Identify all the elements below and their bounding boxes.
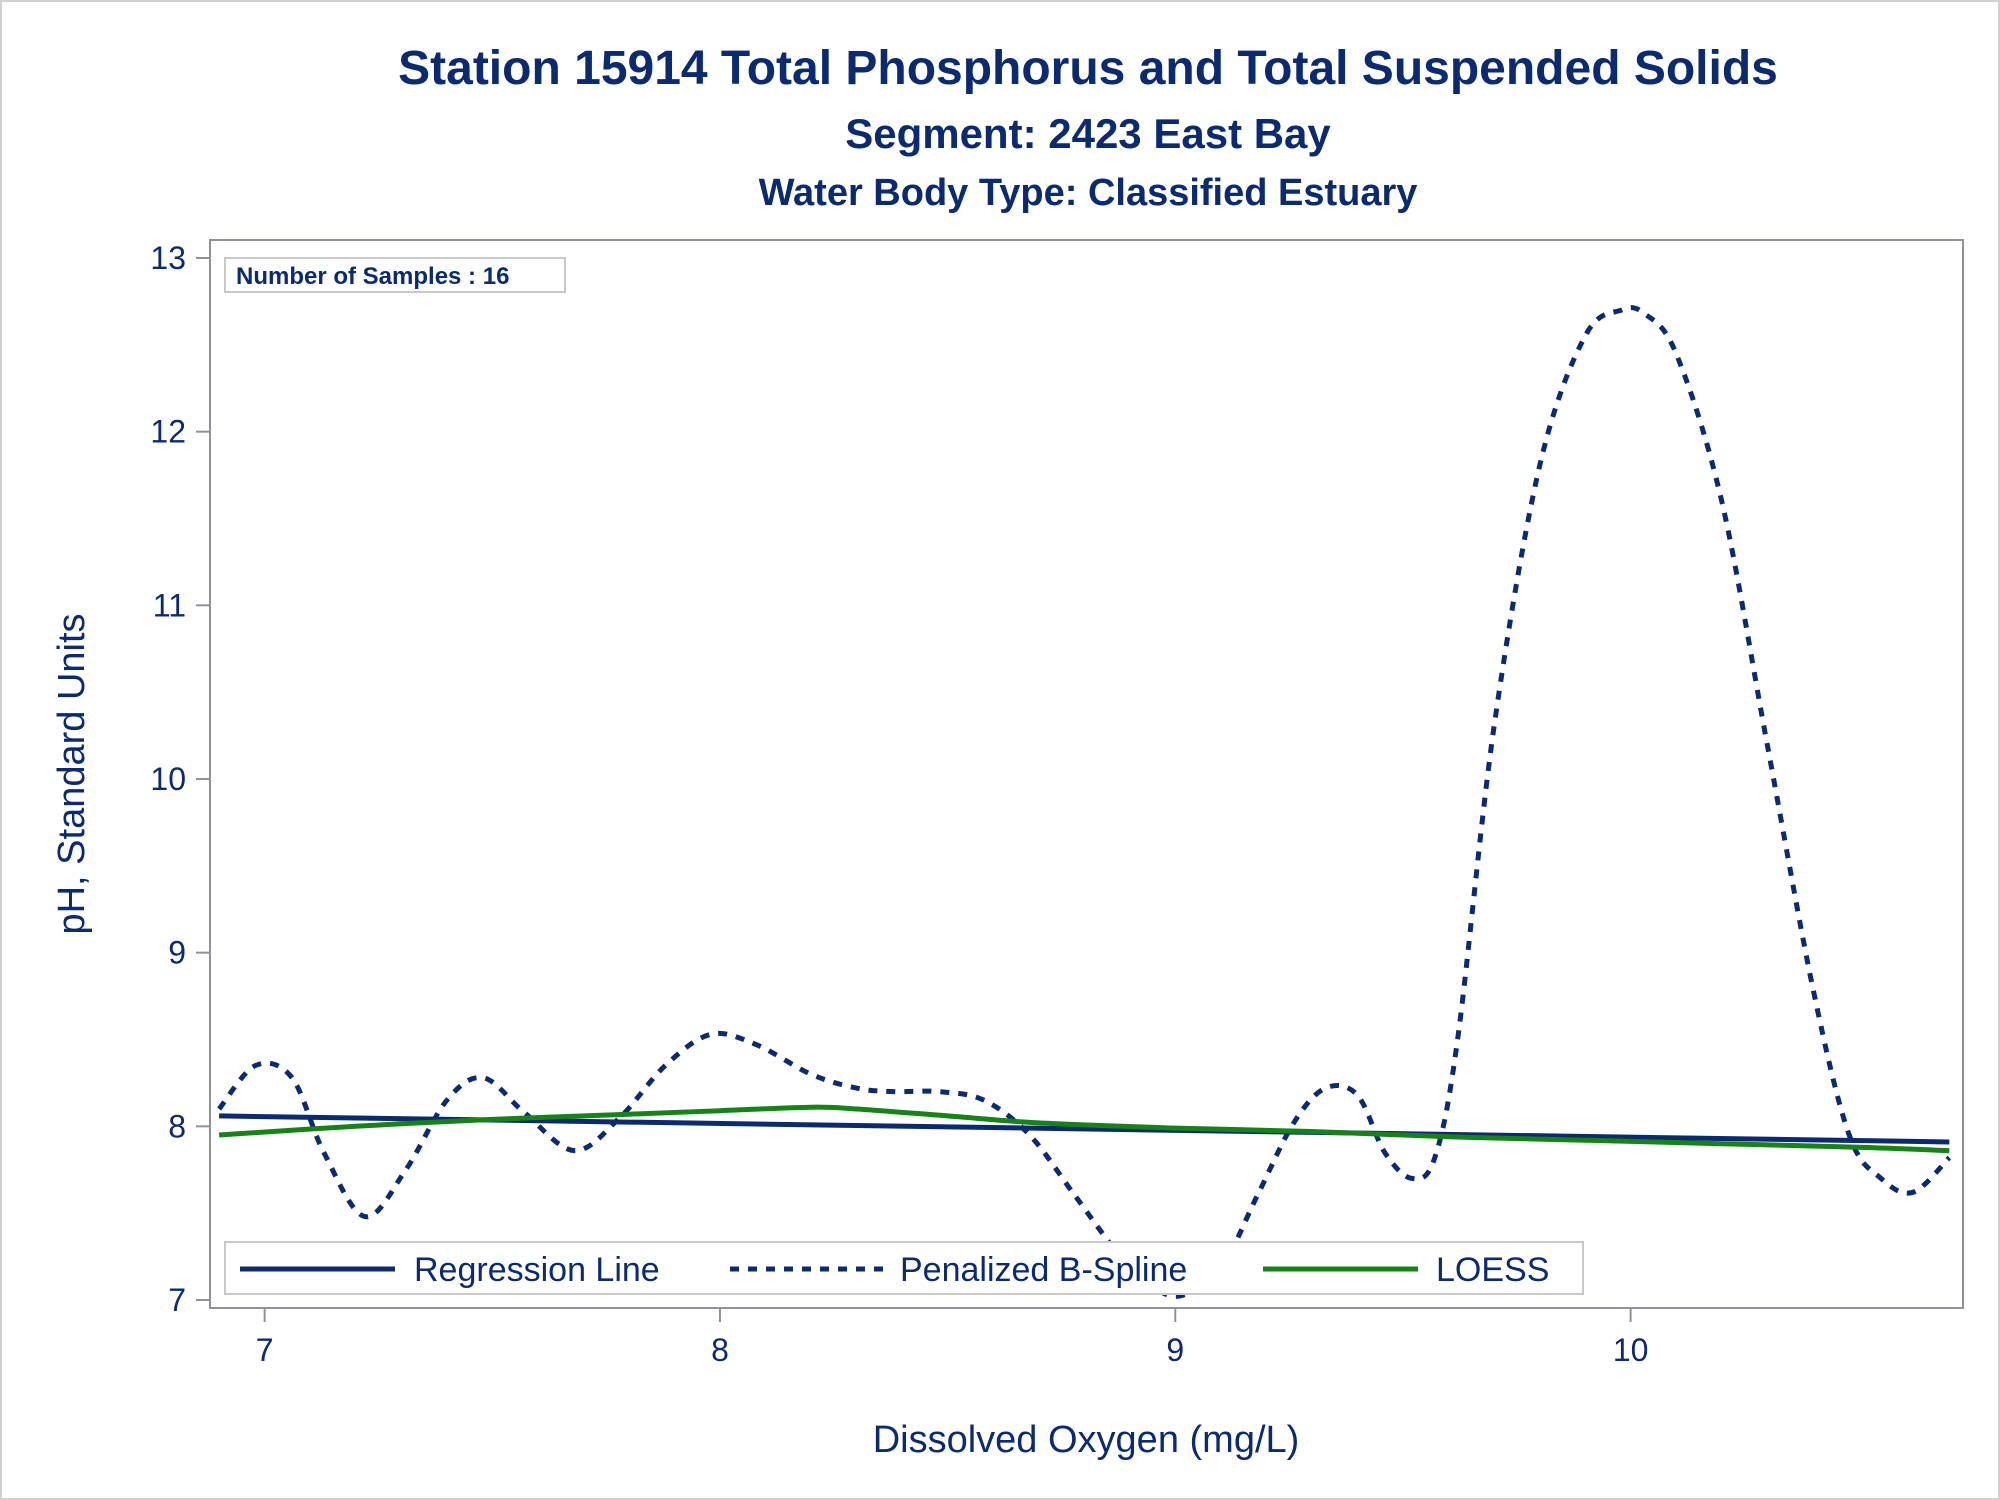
y-tick-label: 7	[168, 1282, 186, 1318]
y-axis-label: pH, Standard Units	[51, 613, 93, 934]
series-group	[217, 305, 1952, 1299]
legend-regression-label: Regression Line	[414, 1251, 660, 1289]
legend-loess-label: LOESS	[1436, 1251, 1549, 1289]
legend: Regression Line Penalized B-Spline LOESS	[224, 1241, 1584, 1295]
y-tick-label: 8	[168, 1108, 186, 1144]
x-tick-label: 7	[256, 1332, 274, 1368]
y-tick-label: 11	[153, 587, 186, 623]
chart-subtitle-2: Water Body Type: Classified Estuary	[759, 172, 1418, 214]
axis-ticks: 7 8 9 10 11 12 13 7 8 9 10	[150, 240, 1648, 1368]
y-tick-label: 12	[150, 414, 186, 450]
x-tick-label: 10	[1613, 1332, 1649, 1368]
legend-spline-label: Penalized B-Spline	[900, 1251, 1187, 1289]
x-tick-label: 8	[711, 1332, 729, 1368]
x-tick-label: 9	[1166, 1332, 1184, 1368]
plot-area	[209, 239, 1964, 1309]
chart-title: Station 15914 Total Phosphorus and Total…	[398, 42, 1778, 95]
sample-count-label: Number of Samples : 16	[236, 263, 509, 290]
penalized-b-spline-line	[217, 305, 1952, 1299]
chart-subtitle: Segment: 2423 East Bay	[845, 110, 1331, 157]
loess-line	[218, 1104, 1950, 1154]
y-tick-label: 10	[150, 761, 186, 797]
y-tick-label: 9	[168, 935, 186, 971]
sample-count-box: Number of Samples : 16	[224, 257, 566, 293]
x-axis-label: Dissolved Oxygen (mg/L)	[873, 1419, 1300, 1461]
y-tick-label: 13	[150, 240, 186, 276]
